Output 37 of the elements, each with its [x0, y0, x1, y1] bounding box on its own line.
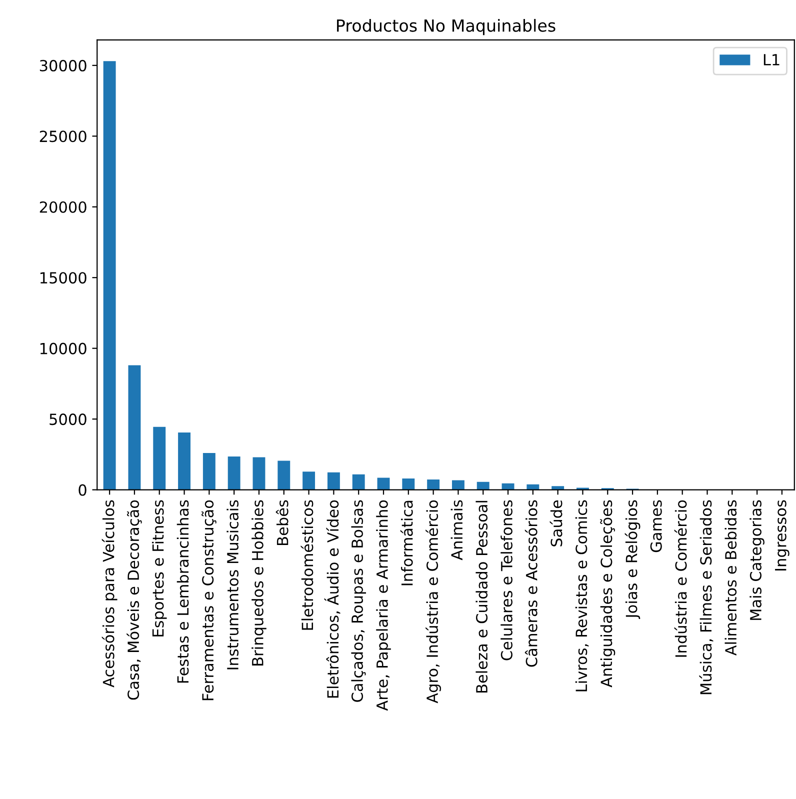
- x-tick-label: Celulares e Telefones: [500, 500, 512, 660]
- y-tick-label: 15000: [40, 272, 86, 284]
- x-tick-label: Indústria e Comércio: [674, 500, 687, 657]
- y-tick-label: 30000: [40, 60, 86, 72]
- x-tick-label: Esportes e Fitness: [152, 500, 167, 636]
- x-tick-label: Eletrodomésticos: [300, 500, 314, 630]
- y-tick-label: 20000: [40, 201, 86, 213]
- x-tick-label: Mais Categorias: [750, 500, 764, 620]
- x-tick-label: Livros, Revistas e Comics: [575, 500, 589, 692]
- x-tick-label: Arte, Papelaria e Armarinho: [376, 500, 391, 711]
- x-tick-label: Informática: [400, 500, 413, 586]
- x-tick-label: Festas e Lembrancinhas: [176, 500, 189, 683]
- chart-title: Productos No Maquinables: [337, 18, 556, 36]
- x-tick-label: Agro, Indústria e Comércio: [426, 500, 442, 704]
- x-tick-label: Brinquedos e Hobbies: [252, 500, 266, 666]
- x-tick-label: Instrumentos Musicais: [226, 500, 239, 670]
- x-tick-label: Antiguidades e Coleções: [600, 500, 616, 688]
- legend-label: L1: [764, 54, 780, 66]
- y-tick-label: 25000: [40, 130, 86, 142]
- x-tick-label: Ingressos: [775, 500, 790, 570]
- x-tick-label: Ferramentas e Construção: [202, 500, 216, 700]
- y-tick-label: 0: [78, 484, 86, 496]
- x-tick-label: Eletrônicos, Áudio e Vídeo: [324, 500, 340, 698]
- y-tick-label: 5000: [50, 414, 86, 426]
- x-tick-label: Joias e Relógios: [624, 500, 640, 620]
- x-tick-label: Saúde: [550, 500, 562, 546]
- x-tick-label: Bebês: [276, 500, 288, 545]
- x-tick-label: Animais: [450, 500, 463, 560]
- x-tick-label: Casa, Móveis e Decoração: [126, 500, 142, 700]
- y-tick-label: 10000: [40, 342, 86, 354]
- x-tick-label: Calçados, Roupas e Bolsas: [351, 500, 366, 702]
- x-tick-label: Música, Filmes e Seriados: [699, 500, 714, 694]
- x-tick-label: Câmeras e Acessórios: [524, 500, 538, 667]
- x-tick-label: Alimentos e Bebidas: [724, 500, 737, 656]
- x-tick-label: Beleza e Cuidado Pessoal: [476, 500, 488, 693]
- x-tick-label: Games: [650, 500, 662, 552]
- x-tick-label: Acessórios para Veículos: [102, 500, 118, 688]
